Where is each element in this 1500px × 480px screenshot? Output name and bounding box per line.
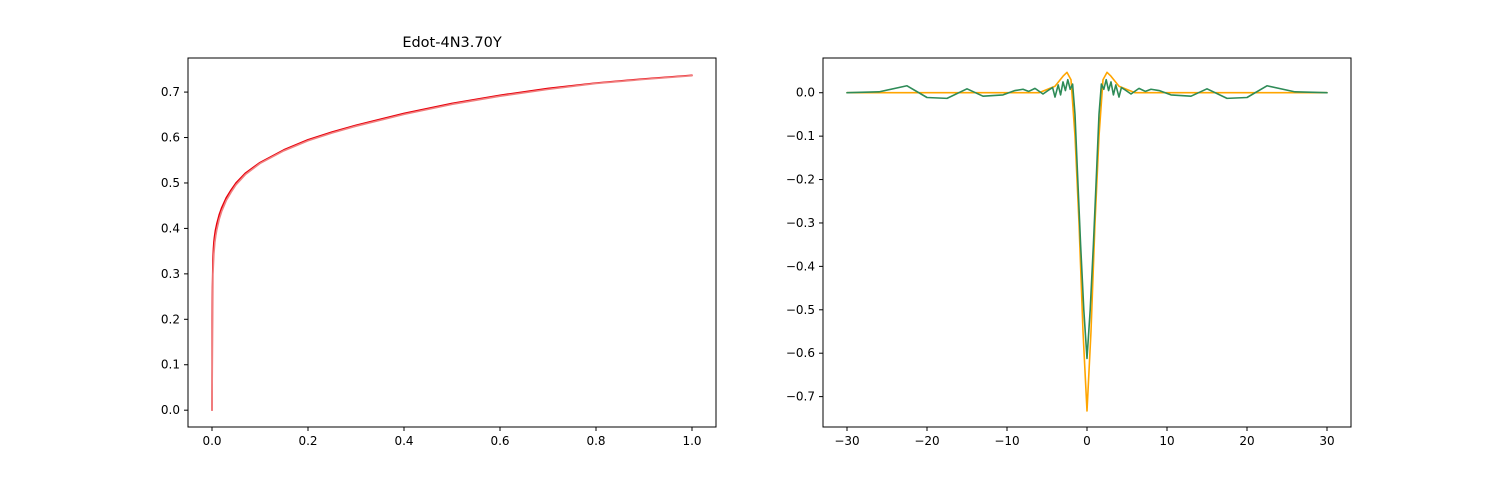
right-chart-y-tick-label: −0.5 — [786, 303, 815, 317]
left-chart-axes-frame — [187, 57, 717, 428]
right-chart-x-tick-label: −30 — [834, 434, 859, 448]
left-chart-title: Edot-4N3.70Y — [402, 35, 502, 51]
right-chart-y-tick-label: −0.3 — [786, 216, 815, 230]
right-chart-x-tick-label: −10 — [994, 434, 1019, 448]
left-chart-x-tick-label: 0.6 — [490, 434, 509, 448]
left-chart-x-axis: 0.0 0.2 0.4 0.6 0.8 1.0 — [202, 427, 702, 448]
right-chart-series-2-line — [846, 78, 1328, 360]
left-chart-x-tick-label: 0.0 — [202, 434, 221, 448]
right-chart-plot-area — [846, 71, 1328, 412]
left-chart-y-tick-label: 0.7 — [161, 85, 180, 99]
left-chart-y-tick-label: 0.3 — [161, 267, 180, 281]
left-chart-plot-area — [211, 74, 693, 411]
left-chart-x-tick-label: 1.0 — [682, 434, 701, 448]
left-chart-y-tick-label: 0.5 — [161, 176, 180, 190]
right-chart-x-tick-label: 20 — [1239, 434, 1254, 448]
left-chart-series-2-line — [211, 74, 693, 411]
left-chart-y-axis: 0.0 0.1 0.2 0.3 0.4 0.5 0.6 0.7 — [161, 85, 188, 417]
right-chart: −30 −20 −10 0 10 20 30 0.0 −0.1 −0.2 −0.3 −0.4 −0.5… — [786, 57, 1352, 448]
right-chart-x-tick-label: 10 — [1159, 434, 1174, 448]
right-chart-y-tick-label: −0.4 — [786, 259, 815, 273]
right-chart-x-axis: −30 −20 −10 0 10 20 30 — [834, 427, 1335, 448]
left-chart-y-tick-label: 0.0 — [161, 403, 180, 417]
left-chart-y-tick-label: 0.1 — [161, 358, 180, 372]
right-chart-y-tick-label: −0.6 — [786, 346, 815, 360]
right-chart-x-tick-label: −20 — [914, 434, 939, 448]
left-chart-y-tick-label: 0.2 — [161, 312, 180, 326]
right-chart-x-tick-label: 30 — [1319, 434, 1334, 448]
left-chart-y-tick-label: 0.6 — [161, 131, 180, 145]
right-chart-y-tick-label: −0.2 — [786, 173, 815, 187]
left-chart-series-1-line — [211, 74, 693, 411]
right-chart-series-1-line — [846, 71, 1328, 412]
left-chart-x-tick-label: 0.8 — [586, 434, 605, 448]
right-chart-y-tick-label: −0.1 — [786, 129, 815, 143]
left-chart-y-tick-label: 0.4 — [161, 221, 180, 235]
right-chart-x-tick-label: 0 — [1083, 434, 1091, 448]
right-chart-y-tick-label: 0.0 — [796, 86, 815, 100]
right-chart-y-axis: 0.0 −0.1 −0.2 −0.3 −0.4 −0.5 −0.6 −0.7 — [786, 86, 823, 404]
left-chart-x-tick-label: 0.4 — [394, 434, 413, 448]
left-chart-x-tick-label: 0.2 — [298, 434, 317, 448]
left-chart: Edot-4N3.70Y 0.0 0.2 0.4 0.6 0.8 1.0 0.00.10.… — [161, 35, 717, 448]
right-chart-y-tick-label: −0.7 — [786, 390, 815, 404]
right-chart-axes-frame — [822, 57, 1352, 428]
